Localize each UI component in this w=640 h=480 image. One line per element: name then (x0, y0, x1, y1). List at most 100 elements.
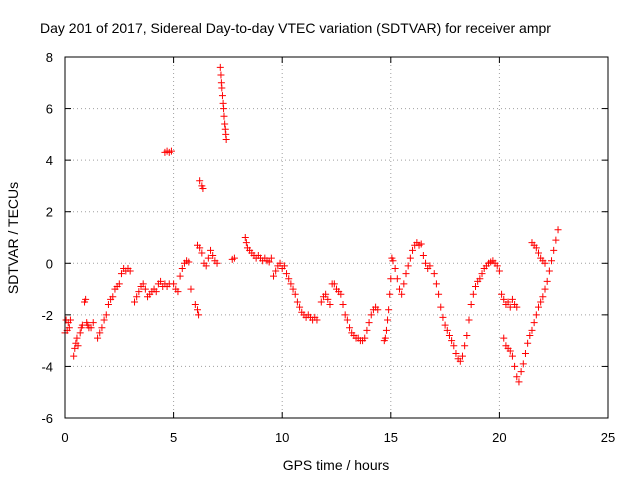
data-point (439, 313, 447, 321)
data-point (242, 239, 250, 247)
data-point (513, 303, 521, 311)
data-point (541, 259, 549, 267)
data-point (199, 185, 207, 193)
data-point (76, 329, 84, 337)
data-point (550, 246, 558, 254)
data-point (534, 249, 542, 257)
data-point (324, 295, 332, 303)
data-point (534, 303, 542, 311)
plot-frame (64, 56, 609, 419)
data-point (220, 112, 228, 120)
data-point (100, 316, 108, 324)
data-point (381, 334, 389, 342)
data-point (280, 262, 288, 270)
data-point (126, 267, 134, 275)
data-point (398, 290, 406, 298)
data-point (435, 290, 443, 298)
y-tick-label: -2 (41, 308, 53, 323)
data-point (419, 252, 427, 260)
data-point (94, 334, 102, 342)
data-point (450, 342, 458, 350)
data-point (532, 244, 540, 252)
data-point (167, 147, 175, 155)
data-point (341, 311, 349, 319)
data-point (517, 368, 525, 376)
data-point (521, 350, 529, 358)
data-point (204, 254, 212, 262)
data-point (532, 311, 540, 319)
data-point (213, 259, 221, 267)
data-point (400, 280, 408, 288)
data-point (185, 258, 193, 266)
data-point (548, 257, 556, 265)
data-point (519, 360, 527, 368)
chart-title: Day 201 of 2017, Sidereal Day-to-day VTE… (40, 20, 551, 36)
data-point (196, 244, 204, 252)
data-point (326, 301, 334, 309)
data-point (500, 334, 508, 342)
data-point (272, 267, 280, 275)
data-point (289, 285, 297, 293)
data-point (141, 285, 149, 293)
data-point (361, 334, 369, 342)
y-tick-label: -6 (41, 411, 53, 426)
data-point (395, 285, 403, 293)
data-point (500, 295, 508, 303)
data-point (465, 316, 473, 324)
data-point (463, 331, 471, 339)
data-point (337, 290, 345, 298)
data-point (387, 275, 395, 283)
data-point (554, 226, 562, 234)
data-point (170, 280, 178, 288)
x-tick-label: 10 (275, 430, 289, 445)
data-point (74, 342, 82, 350)
data-point (178, 264, 186, 272)
data-point (404, 262, 412, 270)
y-tick-label: 8 (46, 50, 53, 65)
data-point (506, 303, 514, 311)
data-point (513, 373, 521, 381)
y-tick-label: 2 (46, 205, 53, 220)
data-point (317, 298, 325, 306)
data-point (293, 298, 301, 306)
data-point (313, 316, 321, 324)
data-point (543, 277, 551, 285)
data-point (493, 262, 501, 270)
data-point (498, 290, 506, 298)
data-point (511, 362, 519, 370)
x-tick-label: 0 (61, 430, 68, 445)
data-point (157, 277, 165, 285)
x-tick-label: 25 (601, 430, 615, 445)
data-point (270, 272, 278, 280)
data-point (452, 350, 460, 358)
data-point (98, 324, 106, 332)
data-point (437, 303, 445, 311)
data-point (467, 301, 475, 309)
data-point (267, 254, 275, 262)
data-point (291, 290, 299, 298)
data-point (152, 288, 160, 296)
data-point (102, 311, 110, 319)
x-tick-label: 15 (384, 430, 398, 445)
data-point (541, 285, 549, 293)
data-point (430, 270, 438, 278)
data-point (216, 63, 224, 71)
data-point (195, 311, 203, 319)
data-point (426, 262, 434, 270)
data-point (409, 246, 417, 254)
data-point (73, 334, 81, 342)
data-point (115, 280, 123, 288)
data-point (343, 316, 351, 324)
data-point (495, 267, 503, 275)
data-point (385, 306, 393, 314)
data-point (218, 84, 226, 92)
data-point (346, 324, 354, 332)
data-point (139, 280, 147, 288)
data-point (506, 347, 514, 355)
y-tick-label: 6 (46, 102, 53, 117)
data-point (109, 293, 117, 301)
data-point (389, 257, 397, 265)
x-tick-label: 5 (170, 430, 177, 445)
data-point (230, 254, 238, 262)
y-axis-label: SDTVAR / TECUs (5, 182, 21, 294)
